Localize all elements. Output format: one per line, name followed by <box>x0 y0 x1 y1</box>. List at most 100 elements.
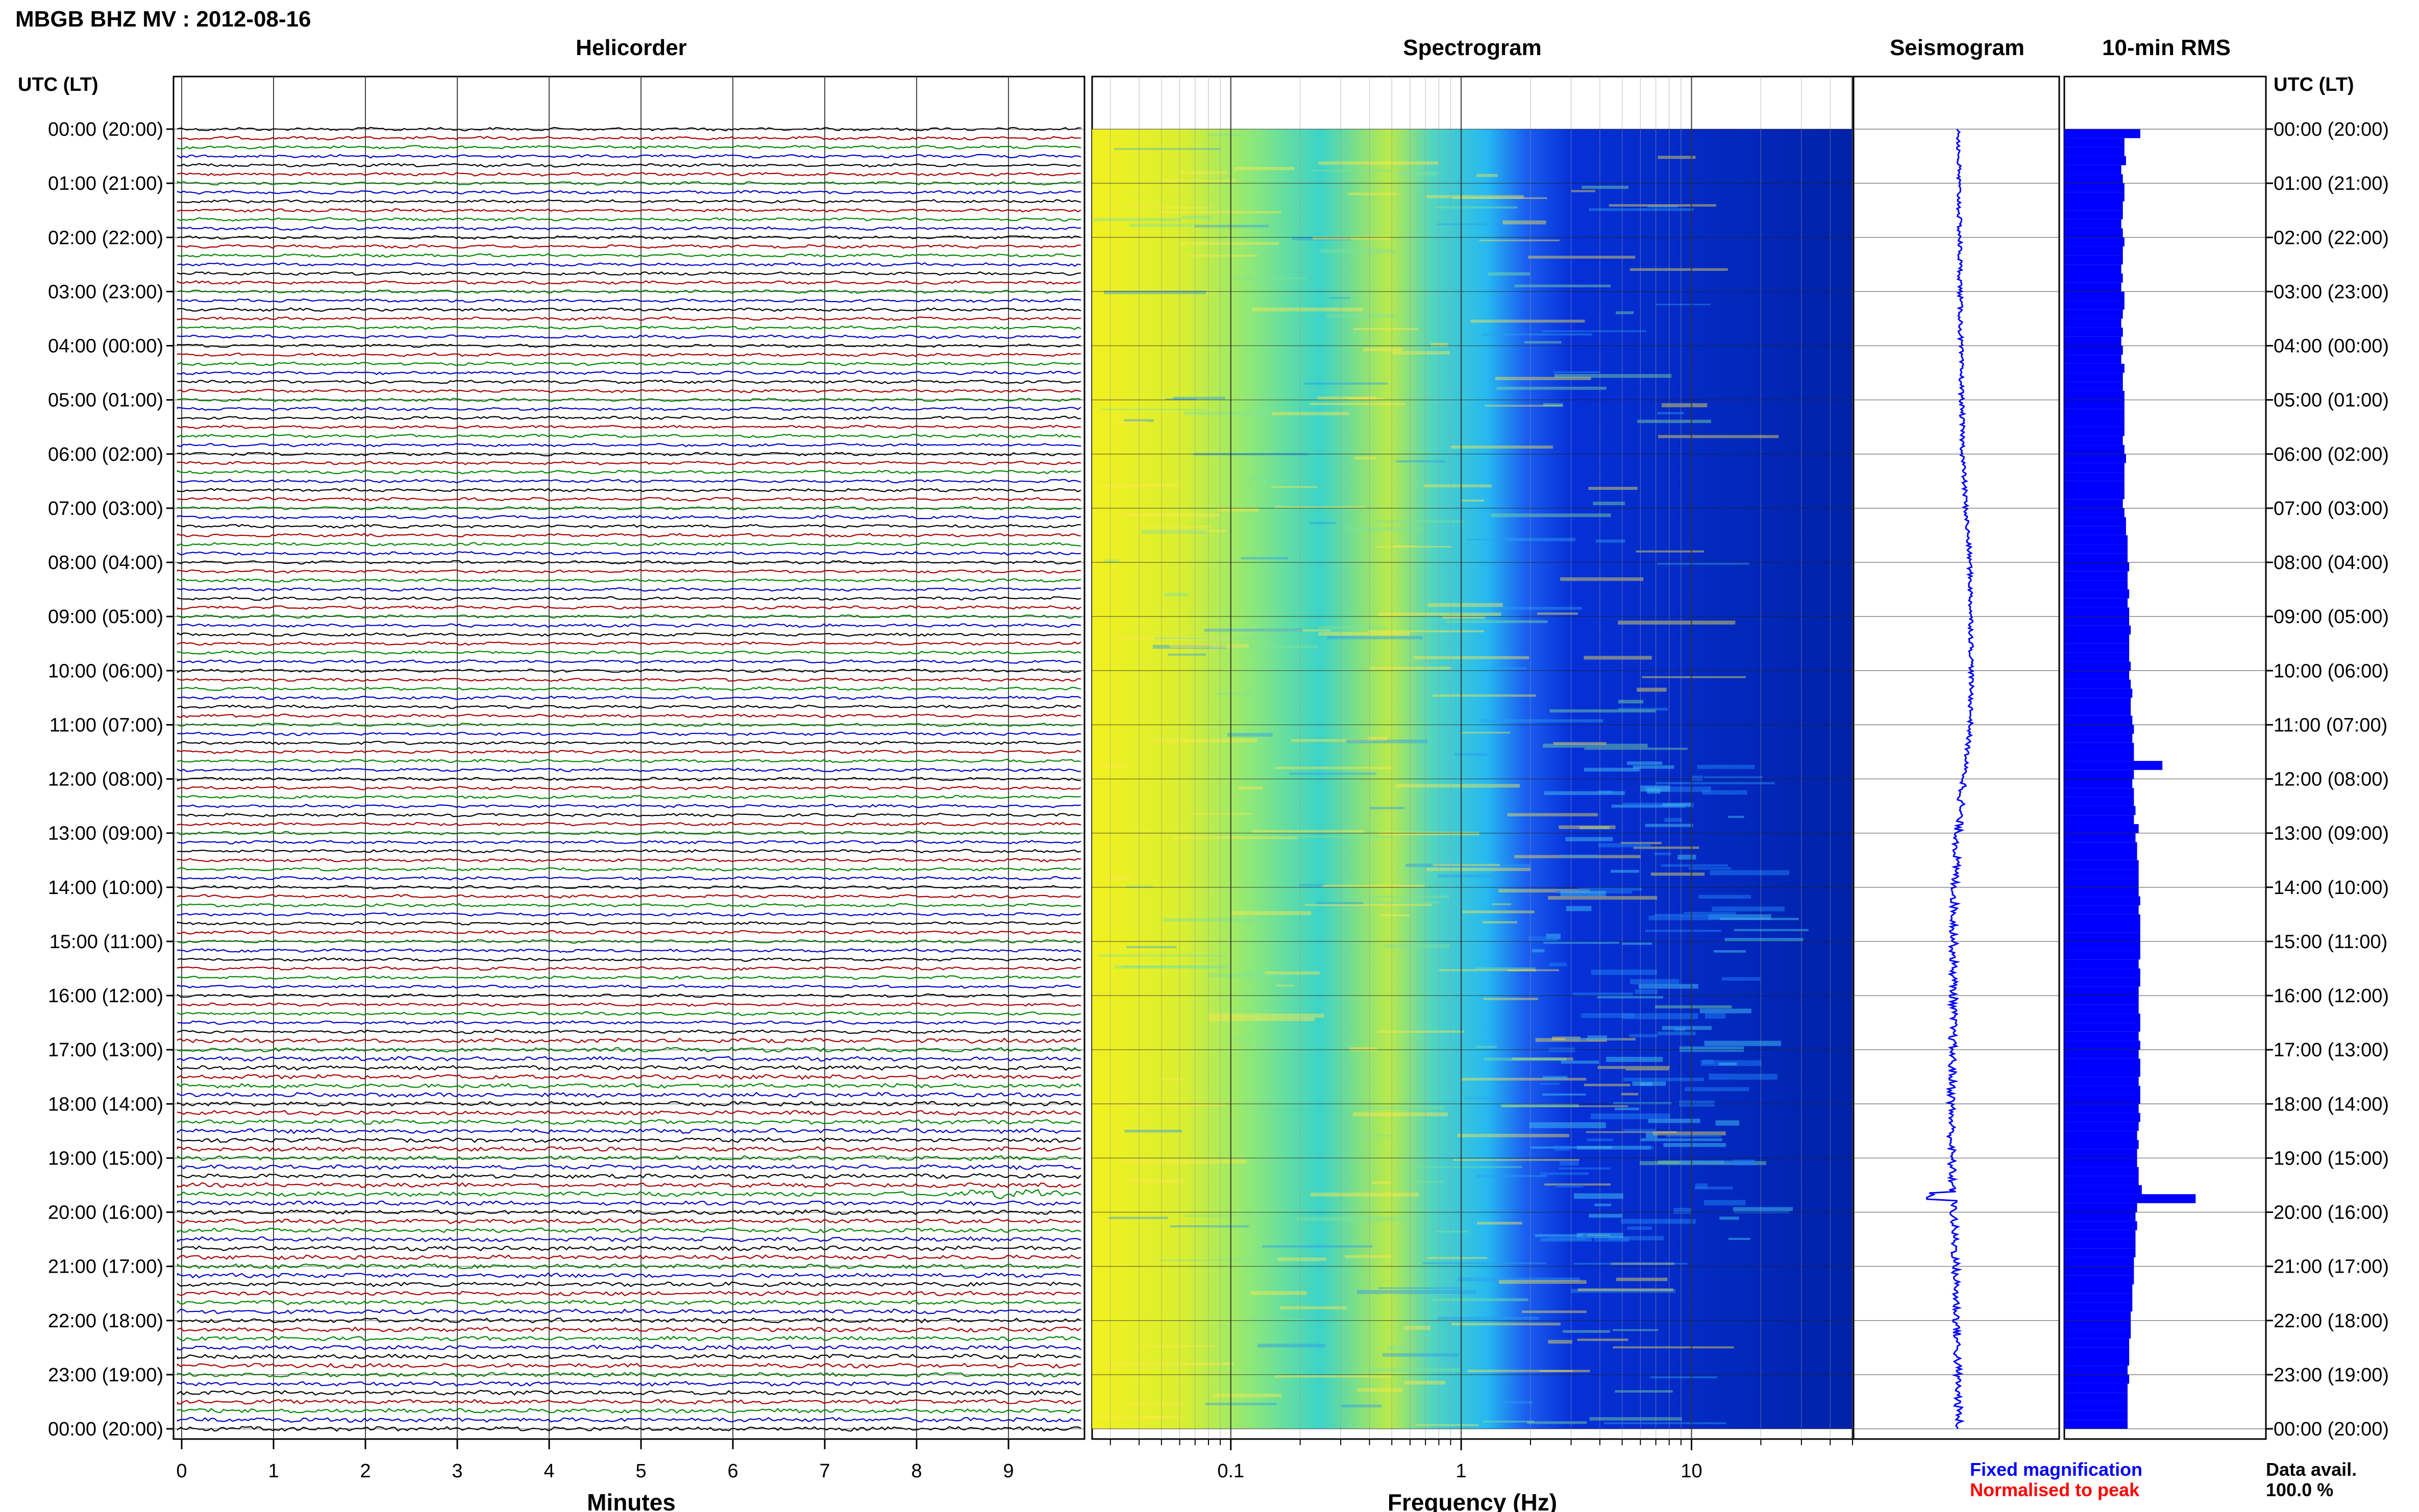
spectrogram-speckle <box>1377 1030 1464 1033</box>
spectrogram-burst <box>1647 788 1661 794</box>
helicorder-frame <box>172 76 1085 1440</box>
rms-bar <box>2064 1013 2140 1023</box>
spectrogram-panel <box>1091 76 1854 1440</box>
time-label-right: 05:00 (01:00) <box>2274 390 2389 411</box>
helicorder-trace <box>177 623 1081 628</box>
rms-bar <box>2064 499 2123 508</box>
spectrogram-burst <box>1565 837 1613 841</box>
spectrogram-speckle <box>1318 632 1411 636</box>
rms-bar <box>2064 679 2131 689</box>
rms-bar <box>2064 824 2139 833</box>
spectrogram-speckle <box>1310 1193 1419 1197</box>
spectrogram-speckle <box>1474 967 1536 970</box>
rms-bar <box>2064 445 2125 454</box>
helicorder-trace <box>177 1426 1081 1432</box>
frequency-tick-label: 10 <box>1681 1460 1702 1482</box>
spectrogram-speckle <box>1577 1339 1628 1341</box>
spectrogram-speckle <box>1582 185 1629 189</box>
spectrogram-speckle <box>1413 656 1529 659</box>
spectrogram-burst <box>1645 786 1711 792</box>
spectrogram-speckle <box>1303 382 1388 385</box>
rms-bar <box>2064 1085 2140 1095</box>
spectrogram-burst <box>1606 1057 1663 1062</box>
spectrogram-speckle <box>1482 333 1593 336</box>
rms-bar <box>2064 1275 2134 1284</box>
spectrogram-speckle <box>1163 918 1266 922</box>
spectrogram-speckle <box>1560 854 1599 858</box>
spectrogram-speckle <box>1126 946 1177 948</box>
spectrogram-speckle <box>1559 825 1616 829</box>
rms-bar <box>2064 363 2125 373</box>
helicorder-trace <box>177 415 1081 420</box>
helicorder-trace <box>177 1002 1081 1007</box>
time-label-right: 10:00 (06:00) <box>2274 660 2389 682</box>
minute-tick-label: 8 <box>911 1460 922 1482</box>
spectrogram-speckle <box>1586 1131 1677 1133</box>
spectrogram-burst <box>1640 1082 1652 1086</box>
helicorder-trace <box>177 1272 1081 1279</box>
rms-bar <box>2064 472 2125 481</box>
spectrogram-speckle <box>1423 1262 1546 1265</box>
helicorder-trace <box>177 596 1081 601</box>
spectrogram-speckle <box>1650 1376 1717 1379</box>
helicorder-trace <box>177 1082 1081 1089</box>
spectrogram-speckle <box>1318 626 1387 629</box>
spectrogram-burst <box>1621 1219 1696 1224</box>
rms-bar <box>2064 454 2126 463</box>
spectrogram-burst <box>1728 1237 1750 1240</box>
helicorder-trace <box>177 1064 1081 1071</box>
spectrogram-speckle <box>1647 205 1678 208</box>
time-label-right: 11:00 (07:00) <box>2274 714 2387 736</box>
rms-bar <box>2064 1221 2137 1230</box>
spectrogram-speckle <box>1500 1103 1579 1107</box>
rms-bar <box>2064 1176 2139 1185</box>
spectrogram-speckle <box>1438 969 1559 972</box>
spectrogram-speckle <box>1404 1180 1444 1183</box>
spectrogram-speckle <box>1553 371 1601 374</box>
spectrogram-speckle <box>1593 502 1625 505</box>
rms-bar <box>2064 138 2125 147</box>
spectrogram-title: Spectrogram <box>1403 35 1541 60</box>
rms-bar <box>2064 355 2121 364</box>
rms-bar <box>2064 526 2126 535</box>
spectrogram-speckle <box>1393 545 1415 547</box>
spectrogram-speckle <box>1589 208 1694 211</box>
rms-bar <box>2064 643 2130 653</box>
spectrogram-speckle <box>1618 621 1736 625</box>
spectrogram-burst <box>1664 817 1682 822</box>
rms-bar <box>2064 517 2126 527</box>
spectrogram-speckle <box>1528 256 1636 259</box>
rms-bar <box>2064 715 2133 725</box>
spectrogram-speckle <box>1542 330 1646 332</box>
rms-bar <box>2064 183 2125 192</box>
helicorder-trace <box>177 740 1081 746</box>
spectrogram-speckle <box>1154 529 1226 532</box>
rms-bar <box>2064 1410 2128 1420</box>
spectrogram-speckle <box>1346 739 1428 743</box>
spectrogram-speckle <box>1265 971 1320 975</box>
time-label-left: 10:00 (06:00) <box>48 660 163 682</box>
rms-bar <box>2064 1374 2130 1384</box>
helicorder-trace <box>177 425 1081 429</box>
spectrogram-burst <box>1560 890 1606 897</box>
spectrogram-burst <box>1734 929 1809 931</box>
helicorder-trace <box>177 1362 1081 1369</box>
rms-bar <box>2064 1230 2136 1240</box>
rms-bar <box>2064 1050 2139 1059</box>
helicorder-trace <box>177 750 1081 754</box>
helicorder-trace <box>177 1308 1081 1315</box>
spectrogram-speckle <box>1657 1031 1696 1035</box>
spectrogram-speckle <box>1637 419 1711 424</box>
spectrogram-speckle <box>1183 411 1268 415</box>
spectrogram-speckle <box>1454 753 1488 756</box>
rms-bar <box>2064 1203 2137 1212</box>
spectrogram-burst <box>1712 906 1785 912</box>
spectrogram-burst <box>1623 1146 1654 1150</box>
spectrogram-speckle <box>1451 1323 1561 1326</box>
helicorder-trace <box>177 1380 1081 1387</box>
helicorder-trace <box>177 1200 1081 1206</box>
rms-bar <box>2064 1347 2130 1357</box>
spectrogram-speckle <box>1484 1057 1566 1061</box>
spectrogram-speckle <box>1231 911 1312 915</box>
